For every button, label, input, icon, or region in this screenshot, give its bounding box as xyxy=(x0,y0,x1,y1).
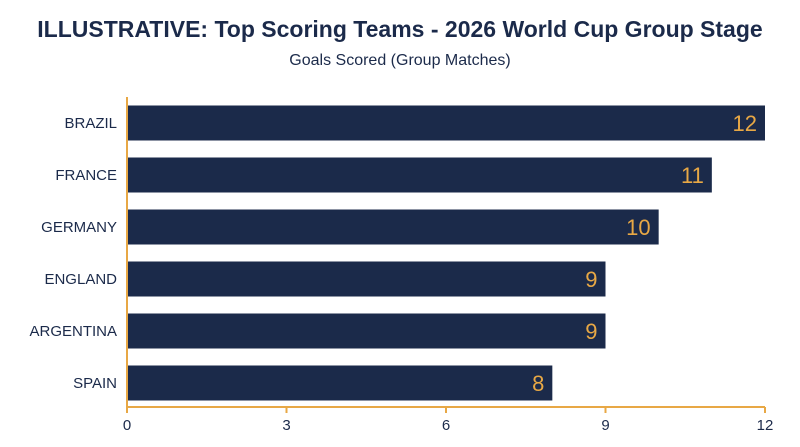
bar-england xyxy=(127,261,606,297)
chart-title: ILLUSTRATIVE: Top Scoring Teams - 2026 W… xyxy=(37,16,763,42)
x-tick-label-3: 3 xyxy=(282,417,290,434)
x-tick-label-0: 0 xyxy=(123,417,131,434)
chart-subtitle: Goals Scored (Group Matches) xyxy=(289,52,511,69)
value-label-argentina: 9 xyxy=(585,319,597,344)
x-tick-label-12: 12 xyxy=(757,417,774,434)
category-label-france: FRANCE xyxy=(55,167,117,184)
category-label-argentina: ARGENTINA xyxy=(29,323,117,340)
x-tick-label-9: 9 xyxy=(601,417,609,434)
x-tick-label-6: 6 xyxy=(442,417,450,434)
category-label-england: ENGLAND xyxy=(44,271,117,288)
bar-argentina xyxy=(127,313,606,349)
value-label-brazil: 12 xyxy=(733,111,757,136)
category-label-brazil: BRAZIL xyxy=(64,115,117,132)
bar-brazil xyxy=(127,105,765,141)
bar-spain xyxy=(127,365,553,401)
category-label-spain: SPAIN xyxy=(73,375,117,392)
value-label-england: 9 xyxy=(585,267,597,292)
value-label-france: 11 xyxy=(681,163,704,188)
category-label-germany: GERMANY xyxy=(41,219,117,236)
value-label-germany: 10 xyxy=(626,215,650,240)
axis-layer: BRAZIL 12 FRANCE 11 GERMANY 10 ENGLAND 9 ARGENTI… xyxy=(29,97,773,434)
value-label-spain: 8 xyxy=(532,371,544,396)
bar-germany xyxy=(127,209,659,245)
bar-france xyxy=(127,157,712,193)
bars-layer xyxy=(127,105,765,401)
